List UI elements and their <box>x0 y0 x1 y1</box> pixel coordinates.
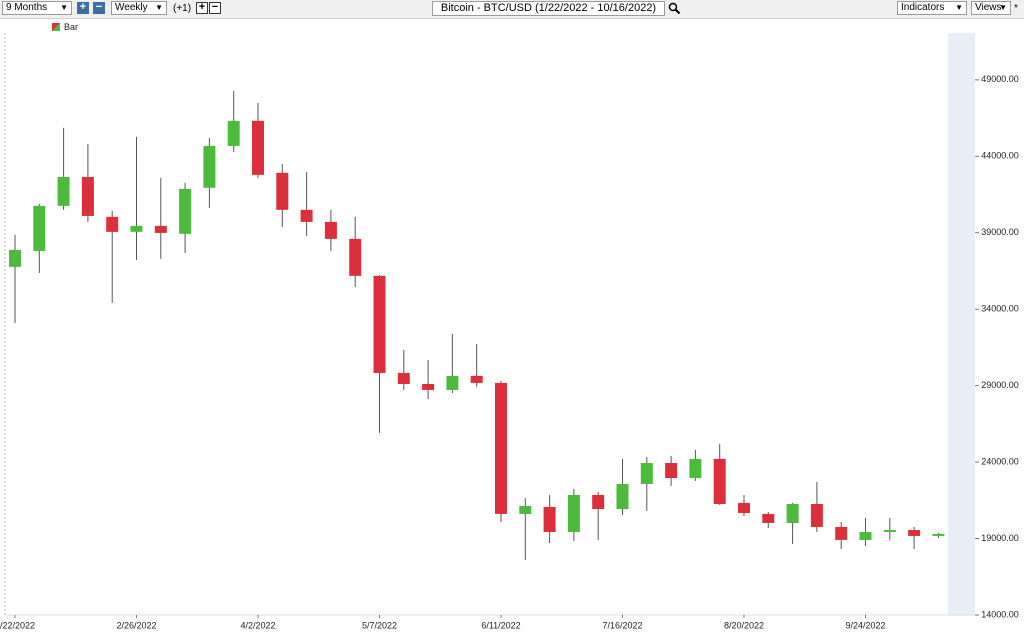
candle-body <box>786 503 799 523</box>
candle-body <box>810 503 823 527</box>
candle-body <box>835 526 848 540</box>
candle-body <box>179 188 192 234</box>
toolbar: 9 Months ▼ + − Weekly ▼ (+1) + − Bitcoin -… <box>0 0 1024 19</box>
candle-body <box>470 375 483 383</box>
candle-body <box>203 145 216 188</box>
offset-minus-button[interactable]: − <box>209 2 221 14</box>
candle-body <box>543 506 556 532</box>
candle-body <box>300 209 313 222</box>
views-text: Views <box>975 2 1002 13</box>
x-tick-label: 5/7/2022 <box>362 620 397 630</box>
candle-body <box>373 275 386 373</box>
offset-text: (+1) <box>173 3 192 14</box>
zoom-in-button[interactable]: + <box>77 2 89 14</box>
candle-body <box>738 502 750 514</box>
candle-body <box>665 463 678 479</box>
candle-body <box>519 505 532 514</box>
candle-body <box>908 529 921 536</box>
range-dropdown[interactable]: 9 Months ▼ <box>2 1 72 15</box>
indicators-dropdown[interactable]: Indicators ▼ <box>897 1 967 15</box>
candle-body <box>227 120 240 146</box>
legend-label: Bar <box>64 22 78 32</box>
candle-body <box>640 463 653 484</box>
candle-body <box>713 458 726 504</box>
candle-body <box>106 216 119 232</box>
y-tick-label: 29000.00 <box>981 380 1019 390</box>
candle-body <box>883 529 896 532</box>
interval-text: Weekly <box>115 2 148 13</box>
candle-body <box>762 513 775 523</box>
candle-body <box>422 383 435 390</box>
candle-body <box>446 375 459 390</box>
x-tick-label: 7/16/2022 <box>602 620 642 630</box>
candle-body <box>397 372 410 384</box>
x-tick-label: 9/24/2022 <box>845 620 885 630</box>
candle-body <box>57 176 70 206</box>
y-tick-label: 44000.00 <box>981 151 1019 161</box>
candle-body <box>567 494 580 532</box>
zoom-out-button[interactable]: − <box>93 2 105 14</box>
symbol-box[interactable]: Bitcoin - BTC/USD (1/22/2022 - 10/16/202… <box>432 1 665 16</box>
candle-body <box>33 205 46 251</box>
dropdown-arrow: ▼ <box>999 3 1007 12</box>
chart: 14000.00 19000.00 24000.00 29000.00 34000.00… <box>0 22 1019 631</box>
range-text: 9 Months <box>6 2 48 13</box>
candle-body <box>592 494 605 510</box>
x-tick-label: 1/22/2022 <box>0 620 35 630</box>
search-icon[interactable] <box>668 2 681 15</box>
views-dropdown[interactable]: Views ▼ <box>971 1 1011 15</box>
interval-dropdown[interactable]: Weekly ▼ <box>111 1 167 15</box>
y-tick-label: 39000.00 <box>981 227 1019 237</box>
x-tick-label: 2/26/2022 <box>116 620 156 630</box>
dropdown-arrow: ▼ <box>955 3 963 12</box>
dropdown-arrow: ▼ <box>155 3 163 12</box>
candle-body <box>495 382 507 514</box>
candle-body <box>324 221 337 239</box>
legend-swatch-down <box>52 23 60 31</box>
dropdown-arrow: ▼ <box>60 3 68 12</box>
chart-title: Bitcoin - BTC/USD (1/22/2022 - 10/16/202… <box>440 2 657 14</box>
candle-body <box>252 120 264 175</box>
y-tick-label: 14000.00 <box>981 609 1019 619</box>
x-tick-label: 8/20/2022 <box>724 620 764 630</box>
candle-body <box>932 533 945 536</box>
candle-body <box>276 172 289 210</box>
candle-body <box>81 176 94 216</box>
y-tick-label: 49000.00 <box>981 74 1019 84</box>
favorite-star[interactable]: * <box>1014 3 1018 14</box>
x-tick-label: 4/2/2022 <box>240 620 275 630</box>
x-tick-label: 6/11/2022 <box>481 620 520 630</box>
candle-body <box>130 225 143 232</box>
indicators-text: Indicators <box>901 2 945 13</box>
candle-body <box>154 225 167 233</box>
offset-plus-button[interactable]: + <box>196 2 208 14</box>
candle-body <box>616 483 629 510</box>
candle-body <box>349 238 362 276</box>
y-tick-label: 24000.00 <box>981 456 1019 466</box>
candle-body <box>689 458 702 479</box>
candle-body <box>9 249 21 267</box>
axis-band <box>948 33 975 615</box>
y-tick-label: 34000.00 <box>981 304 1019 314</box>
y-tick-label: 19000.00 <box>981 533 1019 543</box>
candle-body <box>859 531 872 540</box>
